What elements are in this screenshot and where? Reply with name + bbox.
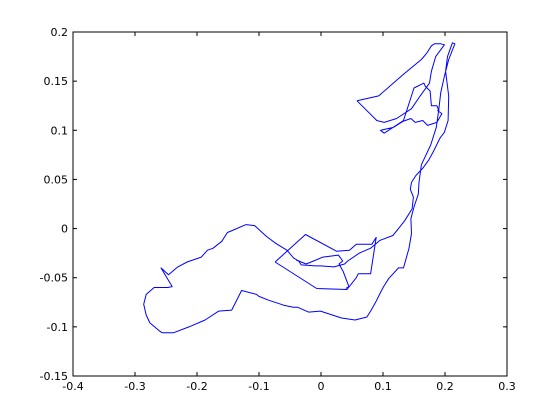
x-tick-label: -0.3 <box>124 380 145 393</box>
y-tick-label: -0.15 <box>40 370 68 383</box>
x-tick-label: 0 <box>318 380 325 393</box>
series-group <box>143 42 456 334</box>
y-tick-label: 0.1 <box>51 124 69 137</box>
y-tick-label: 0.05 <box>44 173 69 186</box>
series-line-4 <box>296 254 350 289</box>
series-line-2 <box>380 82 443 134</box>
x-tick-label: 0.1 <box>374 380 392 393</box>
y-tick-label: -0.1 <box>47 321 68 334</box>
x-tick-label: 0.3 <box>498 380 516 393</box>
y-tick-label: 0.15 <box>44 75 69 88</box>
y-axis: -0.15 -0.1 -0.05 0 0.05 0.1 0.15 0.2 <box>40 26 507 383</box>
series-line-1 <box>356 43 445 123</box>
x-axis: -0.4 -0.3 -0.2 -0.1 0 0.1 0.2 0.3 <box>62 32 516 393</box>
x-tick-label: -0.2 <box>186 380 207 393</box>
x-tick-label: -0.1 <box>248 380 269 393</box>
y-tick-label: 0 <box>61 223 68 236</box>
x-tick-label: -0.4 <box>62 380 83 393</box>
plot-area <box>72 31 508 377</box>
x-tick-label: 0.2 <box>436 380 454 393</box>
y-tick-label: -0.05 <box>40 272 68 285</box>
y-tick-label: 0.2 <box>51 26 69 39</box>
series-line-0 <box>143 42 456 334</box>
series-line-3 <box>274 234 377 290</box>
